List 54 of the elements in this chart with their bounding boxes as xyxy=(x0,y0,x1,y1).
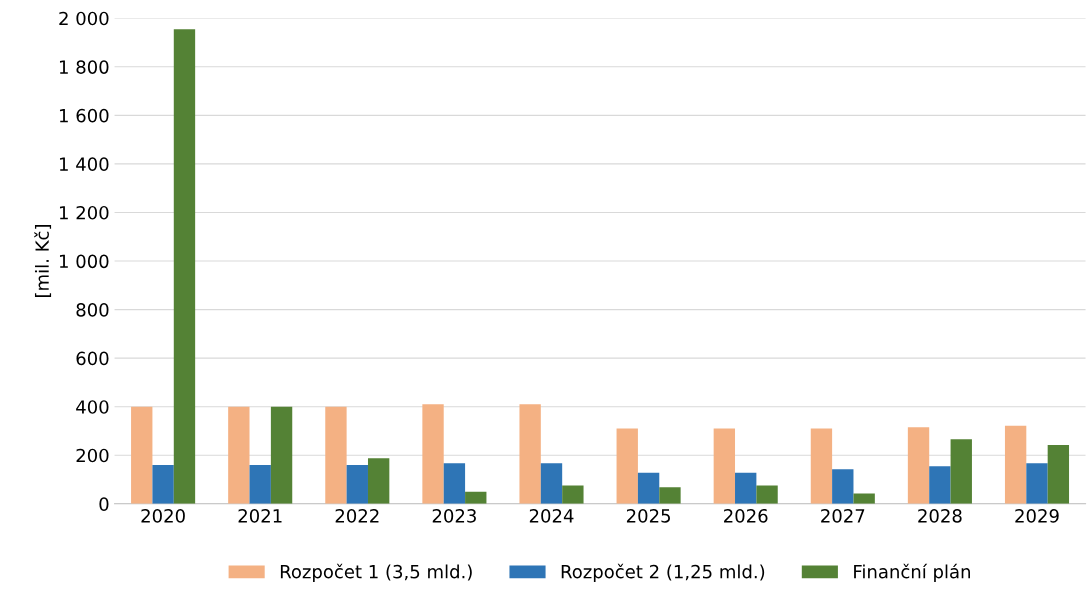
bar xyxy=(249,464,271,504)
bar xyxy=(1004,425,1027,504)
bar xyxy=(810,428,833,504)
x-tick-label: 2026 xyxy=(724,508,768,523)
y-tick-label: 1 800 xyxy=(59,60,109,74)
bar xyxy=(270,406,293,504)
bar xyxy=(756,485,778,504)
bar xyxy=(929,466,951,504)
y-tick-label: 2 000 xyxy=(59,11,109,26)
x-tick-label: 2028 xyxy=(918,508,962,523)
y-tick-label: 200 xyxy=(76,448,109,463)
y-tick-label: 1 000 xyxy=(59,254,109,269)
bar xyxy=(131,406,153,504)
bar xyxy=(832,469,854,504)
bar xyxy=(907,427,930,504)
y-tick-label: 600 xyxy=(76,351,109,366)
bar xyxy=(422,404,444,504)
y-axis-title: [mil. Kč] xyxy=(34,225,52,297)
bar xyxy=(152,464,174,504)
x-tick-label: 2024 xyxy=(529,508,574,523)
legend-label: Rozpočet 1 (3,5 mld.) xyxy=(280,563,472,582)
y-tick-label: 0 xyxy=(99,497,109,511)
bar xyxy=(173,29,196,504)
x-tick-label: 2022 xyxy=(335,508,379,523)
bar xyxy=(950,439,972,504)
legend-label: Rozpočet 2 (1,25 mld.) xyxy=(561,563,765,582)
bar xyxy=(616,428,638,504)
x-tick-label: 2023 xyxy=(432,508,476,523)
bar xyxy=(853,493,875,504)
x-tick-label: 2025 xyxy=(626,508,670,523)
bar xyxy=(540,463,563,504)
x-tick-label: 2021 xyxy=(238,508,282,523)
bar xyxy=(659,487,681,504)
bar xyxy=(1047,445,1070,504)
y-tick-label: 400 xyxy=(76,400,109,414)
x-tick-label: 2020 xyxy=(141,508,185,523)
bar xyxy=(346,464,368,504)
bar xyxy=(228,406,250,504)
bar xyxy=(713,428,736,504)
x-tick-label: 2029 xyxy=(1015,508,1059,523)
bar xyxy=(367,458,390,504)
bar xyxy=(519,404,541,504)
x-tick-label: 2027 xyxy=(821,508,865,523)
bar xyxy=(1026,463,1048,504)
bar xyxy=(637,472,660,504)
legend-label: Finanční plán xyxy=(854,563,970,582)
y-tick-label: 1 200 xyxy=(59,205,109,220)
bar xyxy=(443,463,466,504)
y-tick-label: 1 600 xyxy=(59,108,109,123)
y-tick-label: 1 400 xyxy=(59,157,109,172)
bar xyxy=(562,485,584,504)
bar xyxy=(735,472,757,504)
y-tick-label: 800 xyxy=(76,303,109,317)
bar xyxy=(325,406,347,504)
